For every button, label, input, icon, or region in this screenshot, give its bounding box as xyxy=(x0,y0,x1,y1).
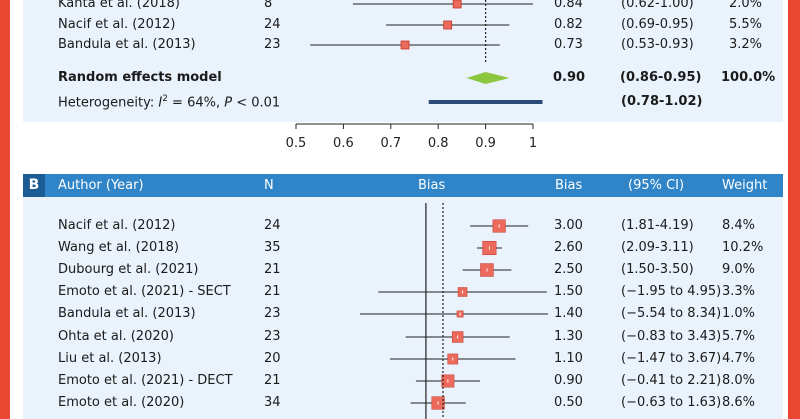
study-n: 24 xyxy=(264,17,281,32)
study-ci: (−1.95 to 4.95) xyxy=(621,284,722,299)
summary-diamond xyxy=(466,72,510,84)
study-ci: (−1.47 to 3.67) xyxy=(621,351,722,366)
left-frame-border xyxy=(0,0,10,419)
study-n: 34 xyxy=(264,395,281,410)
prediction-ci: (0.78-1.02) xyxy=(621,94,703,109)
prediction-interval-bar xyxy=(428,100,543,104)
study-n: 23 xyxy=(264,306,281,321)
study-ci: (−0.63 to 1.63) xyxy=(621,395,722,410)
study-ci: (0.53-0.93) xyxy=(621,37,694,52)
study-weight: 3.3% xyxy=(722,284,756,299)
study-marker xyxy=(443,20,453,30)
study-n: 35 xyxy=(264,240,281,255)
study-name: Nacif et al. (2012) xyxy=(58,17,176,32)
study-n: 20 xyxy=(264,351,281,366)
study-weight: 8.0% xyxy=(722,373,756,388)
study-ci: (0.62-1.00) xyxy=(621,0,694,11)
study-name: Kanta et al. (2018) xyxy=(58,0,180,11)
study-name: Dubourg et al. (2021) xyxy=(58,262,199,277)
study-n: 23 xyxy=(264,329,281,344)
summary-weight: 100.0% xyxy=(721,70,776,85)
study-ci: (−5.54 to 8.34) xyxy=(621,306,722,321)
x-tick-label: 1 xyxy=(529,136,537,151)
right-frame-border xyxy=(788,0,800,419)
x-tick-label: 0.9 xyxy=(475,136,496,151)
study-estimate: 1.50 xyxy=(554,284,583,299)
study-n: 21 xyxy=(264,284,281,299)
study-ci: (1.50-3.50) xyxy=(621,262,694,277)
study-name: Ohta et al. (2020) xyxy=(58,329,174,344)
header-author: Author (Year) xyxy=(58,178,144,193)
study-ci: (2.09-3.11) xyxy=(621,240,694,255)
study-estimate: 0.50 xyxy=(554,395,583,410)
study-weight: 9.0% xyxy=(722,262,756,277)
header-n: N xyxy=(264,178,274,193)
study-marker xyxy=(452,0,462,9)
study-weight: 8.4% xyxy=(722,218,756,233)
study-n: 24 xyxy=(264,218,281,233)
study-name: Nacif et al. (2012) xyxy=(58,218,176,233)
study-estimate: 0.82 xyxy=(554,17,583,32)
study-weight: 2.0% xyxy=(729,0,763,11)
study-name: Emoto et al. (2021) - SECT xyxy=(58,284,231,299)
study-estimate: 0.73 xyxy=(554,37,583,52)
header-plot-bias: Bias xyxy=(418,178,446,193)
panel-a-background xyxy=(23,0,783,122)
study-n: 21 xyxy=(264,262,281,277)
study-estimate: 2.50 xyxy=(554,262,583,277)
study-weight: 3.2% xyxy=(729,37,763,52)
x-tick-label: 0.6 xyxy=(333,136,354,151)
x-tick-label: 0.5 xyxy=(286,136,307,151)
heterogeneity-text: Heterogeneity: I2 = 64%, P < 0.01 xyxy=(58,94,281,111)
header-weight: Weight xyxy=(722,178,768,193)
study-name: Wang et al. (2018) xyxy=(58,240,179,255)
header-ci: (95% CI) xyxy=(628,178,685,193)
study-weight: 5.5% xyxy=(729,17,763,32)
study-name: Emoto et al. (2021) - DECT xyxy=(58,373,233,388)
study-estimate: 1.30 xyxy=(554,329,583,344)
panel-b-letter: B xyxy=(23,174,45,197)
summary-label: Random effects model xyxy=(58,70,222,85)
study-name: Bandula et al. (2013) xyxy=(58,37,196,52)
summary-ci: (0.86-0.95) xyxy=(620,70,702,85)
study-n: 8 xyxy=(264,0,273,11)
study-ci: (−0.83 to 3.43) xyxy=(621,329,722,344)
study-ci: (−0.41 to 2.21) xyxy=(621,373,722,388)
study-name: Bandula et al. (2013) xyxy=(58,306,196,321)
study-estimate: 0.90 xyxy=(554,373,583,388)
study-weight: 8.6% xyxy=(722,395,756,410)
study-marker xyxy=(400,40,410,50)
study-weight: 5.7% xyxy=(722,329,756,344)
x-tick-label: 0.8 xyxy=(428,136,449,151)
study-estimate: 1.10 xyxy=(554,351,583,366)
study-ci: (0.69-0.95) xyxy=(621,17,694,32)
study-name: Liu et al. (2013) xyxy=(58,351,162,366)
study-estimate: 3.00 xyxy=(554,218,583,233)
study-n: 23 xyxy=(264,37,281,52)
study-estimate: 1.40 xyxy=(554,306,583,321)
panel-b-background xyxy=(23,196,783,419)
study-weight: 1.0% xyxy=(722,306,756,321)
panel-b-header-bar xyxy=(23,174,783,197)
study-estimate: 2.60 xyxy=(554,240,583,255)
header-bias: Bias xyxy=(555,178,583,193)
x-tick-label: 0.7 xyxy=(380,136,401,151)
study-weight: 4.7% xyxy=(722,351,756,366)
study-n: 21 xyxy=(264,373,281,388)
study-estimate: 0.84 xyxy=(554,0,583,11)
study-ci: (1.81-4.19) xyxy=(621,218,694,233)
study-name: Emoto et al. (2020) xyxy=(58,395,185,410)
study-weight: 10.2% xyxy=(722,240,764,255)
summary-estimate: 0.90 xyxy=(553,70,586,85)
